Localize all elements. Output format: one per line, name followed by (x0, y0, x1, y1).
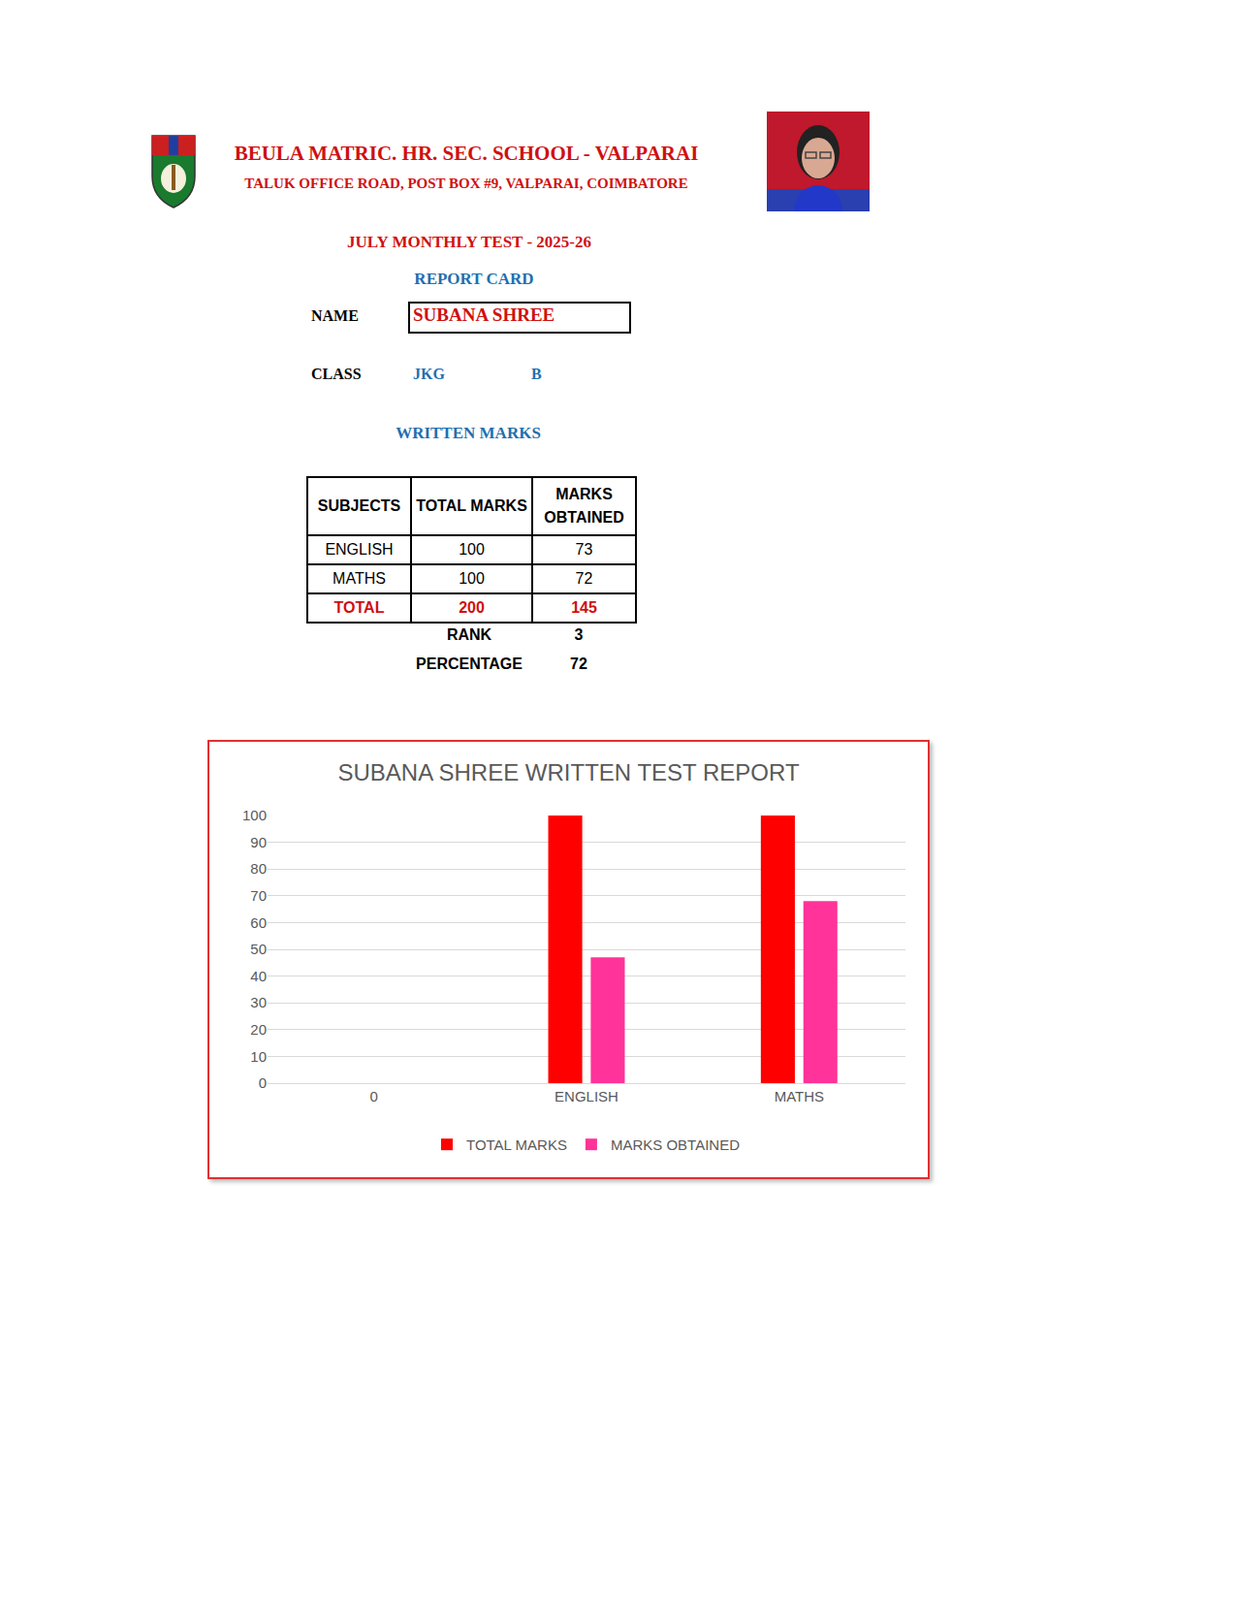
html-text:REPORT CARD: REPORT CARD (414, 269, 534, 288)
html-text:B: B (531, 365, 542, 382)
html-text:BEULA MATRIC. HR. SEC. SCHOOL: BEULA MATRIC. HR. SEC. SCHOOL - VALPARAI (234, 141, 699, 165)
svg-text:SUBANA SHREE WRITTEN TEST REPO: SUBANA SHREE WRITTEN TEST REPORT (337, 759, 799, 786)
svg-text:60: 60 (250, 914, 267, 931)
html-text:WRITTEN MARKS: WRITTEN MARKS (395, 423, 541, 443)
html-text:100: 100 (458, 540, 485, 558)
svg-text:80: 80 (250, 859, 267, 877)
html-text:SUBJECTS: SUBJECTS (317, 497, 401, 514)
svg-text:0: 0 (258, 1074, 267, 1091)
svg-text:100: 100 (242, 806, 267, 824)
svg-text:MATHS: MATHS (774, 1087, 824, 1105)
html-text:RANK: RANK (446, 626, 492, 643)
svg-text:10: 10 (250, 1047, 267, 1065)
html-text:TOTAL: TOTAL (334, 599, 385, 616)
html-text:PERCENTAGE: PERCENTAGE (415, 655, 523, 672)
html-text:72: 72 (575, 570, 593, 587)
svg-text:70: 70 (250, 887, 267, 904)
html-text:MARKS OBTAINED: MARKS OBTAINED (544, 485, 625, 526)
html-text:JKG: JKG (412, 365, 445, 382)
html-text:MATHS: MATHS (332, 570, 386, 587)
html-text:145: 145 (571, 599, 597, 616)
html-text:SUBANA SHREE: SUBANA SHREE (412, 304, 555, 325)
html-text:73: 73 (575, 540, 593, 558)
html-text:NAME: NAME (311, 307, 359, 324)
html-text:100: 100 (458, 570, 485, 587)
html-text:TALUK OFFICE ROAD, POST BOX #9: TALUK OFFICE ROAD, POST BOX #9, VALPARAI… (244, 175, 688, 191)
svg-text:90: 90 (250, 833, 267, 851)
html-text:TOTAL MARKS: TOTAL MARKS (416, 497, 528, 514)
svg-text:MARKS OBTAINED: MARKS OBTAINED (610, 1136, 740, 1153)
svg-text:20: 20 (250, 1020, 267, 1038)
html-text:3: 3 (574, 626, 584, 643)
svg-text:40: 40 (250, 967, 267, 984)
html-text:CLASS: CLASS (311, 365, 362, 382)
html-text:ENGLISH: ENGLISH (325, 540, 394, 558)
svg-text:TOTAL MARKS: TOTAL MARKS (466, 1136, 568, 1153)
html-text:72: 72 (570, 655, 588, 672)
svg-text:50: 50 (250, 940, 267, 957)
html-text:JULY MONTHLY TEST - 2025-26: JULY MONTHLY TEST - 2025-26 (347, 232, 592, 252)
html-text:200: 200 (458, 599, 485, 616)
svg-text:ENGLISH: ENGLISH (554, 1087, 619, 1105)
svg-text:0: 0 (369, 1087, 378, 1105)
svg-text:30: 30 (250, 993, 267, 1011)
